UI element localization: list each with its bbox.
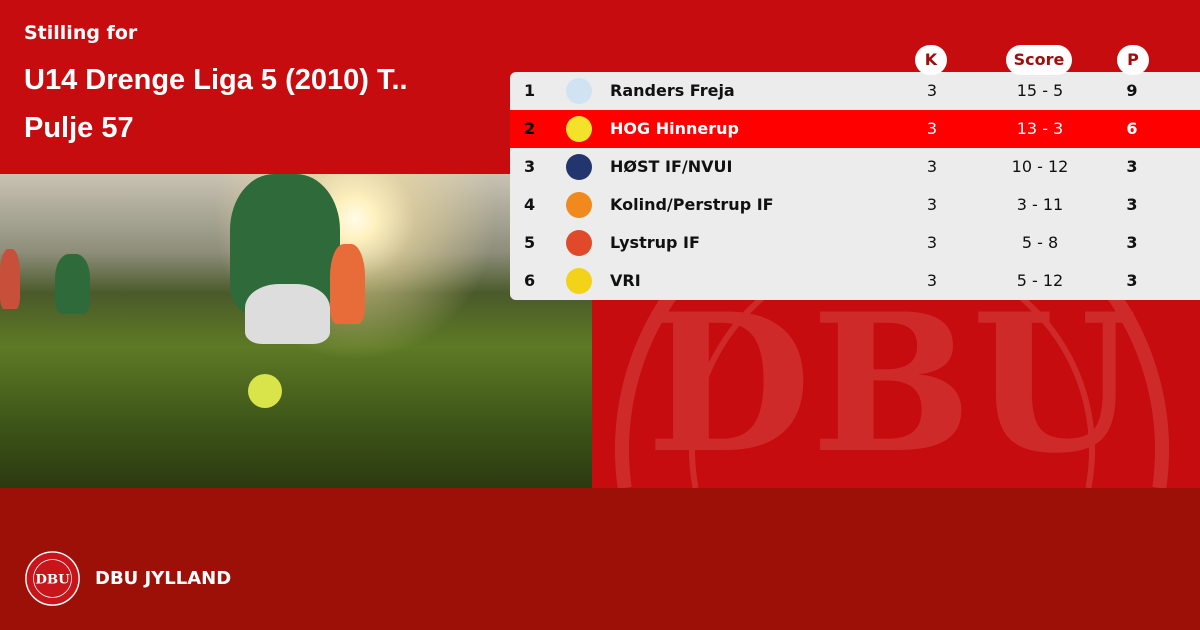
matches-played: 3: [926, 81, 938, 100]
team-crest-icon: [566, 116, 592, 142]
score: 5 - 12: [1016, 271, 1064, 290]
team-name: Lystrup IF: [610, 233, 700, 252]
score: 10 - 12: [1011, 157, 1069, 176]
matches-played: 3: [926, 119, 938, 138]
team-crest-icon: [566, 230, 592, 256]
points: 9: [1126, 81, 1138, 100]
brand-name: DBU JYLLAND: [95, 568, 232, 589]
dbu-watermark: DBU: [592, 300, 1200, 488]
matches-played: 3: [926, 271, 938, 290]
column-header-score[interactable]: Score: [1006, 45, 1072, 75]
column-header-p[interactable]: P: [1117, 45, 1149, 75]
points: 6: [1126, 119, 1138, 138]
team-name: VRI: [610, 271, 641, 290]
logo-text: DBU: [35, 572, 70, 587]
matches-played: 3: [926, 233, 938, 252]
position: 3: [524, 157, 536, 176]
points: 3: [1126, 271, 1138, 290]
standings-table: 1 Randers Freja 3 15 - 5 9 2 HOG Hinnerup 3 13 -…: [510, 72, 1200, 300]
score: 15 - 5: [1016, 81, 1064, 100]
points: 3: [1126, 157, 1138, 176]
position: 5: [524, 233, 536, 252]
position: 4: [524, 195, 536, 214]
team-crest-icon: [566, 268, 592, 294]
matches-played: 3: [926, 195, 938, 214]
football-photo: [0, 174, 592, 488]
team-crest-icon: [566, 192, 592, 218]
page-title: U14 Drenge Liga 5 (2010) T.. Pulje 57: [24, 56, 504, 152]
table-row[interactable]: 6 VRI 3 5 - 12 3: [510, 262, 1200, 300]
dbu-logo: DBU: [25, 551, 80, 606]
table-row[interactable]: 2 HOG Hinnerup 3 13 - 3 6: [510, 110, 1200, 148]
subtitle: Stilling for: [24, 22, 138, 44]
team-crest-icon: [566, 78, 592, 104]
table-row[interactable]: 1 Randers Freja 3 15 - 5 9: [510, 72, 1200, 110]
score: 3 - 11: [1016, 195, 1064, 214]
position: 1: [524, 81, 536, 100]
svg-text:DBU: DBU: [646, 300, 1137, 488]
matches-played: 3: [926, 157, 938, 176]
team-crest-icon: [566, 154, 592, 180]
column-header-k[interactable]: K: [915, 45, 947, 75]
table-row[interactable]: 5 Lystrup IF 3 5 - 8 3: [510, 224, 1200, 262]
score: 13 - 3: [1016, 119, 1064, 138]
team-name: Randers Freja: [610, 81, 735, 100]
team-name: HØST IF/NVUI: [610, 157, 733, 176]
table-row[interactable]: 4 Kolind/Perstrup IF 3 3 - 11 3: [510, 186, 1200, 224]
position: 2: [524, 119, 536, 138]
title-line-1: U14 Drenge Liga 5 (2010) T..: [24, 64, 408, 96]
points: 3: [1126, 233, 1138, 252]
score: 5 - 8: [1021, 233, 1059, 252]
table-row[interactable]: 3 HØST IF/NVUI 3 10 - 12 3: [510, 148, 1200, 186]
points: 3: [1126, 195, 1138, 214]
position: 6: [524, 271, 536, 290]
footer: [0, 488, 1200, 630]
title-line-2: Pulje 57: [24, 112, 134, 144]
team-name: HOG Hinnerup: [610, 119, 739, 138]
team-name: Kolind/Perstrup IF: [610, 195, 774, 214]
